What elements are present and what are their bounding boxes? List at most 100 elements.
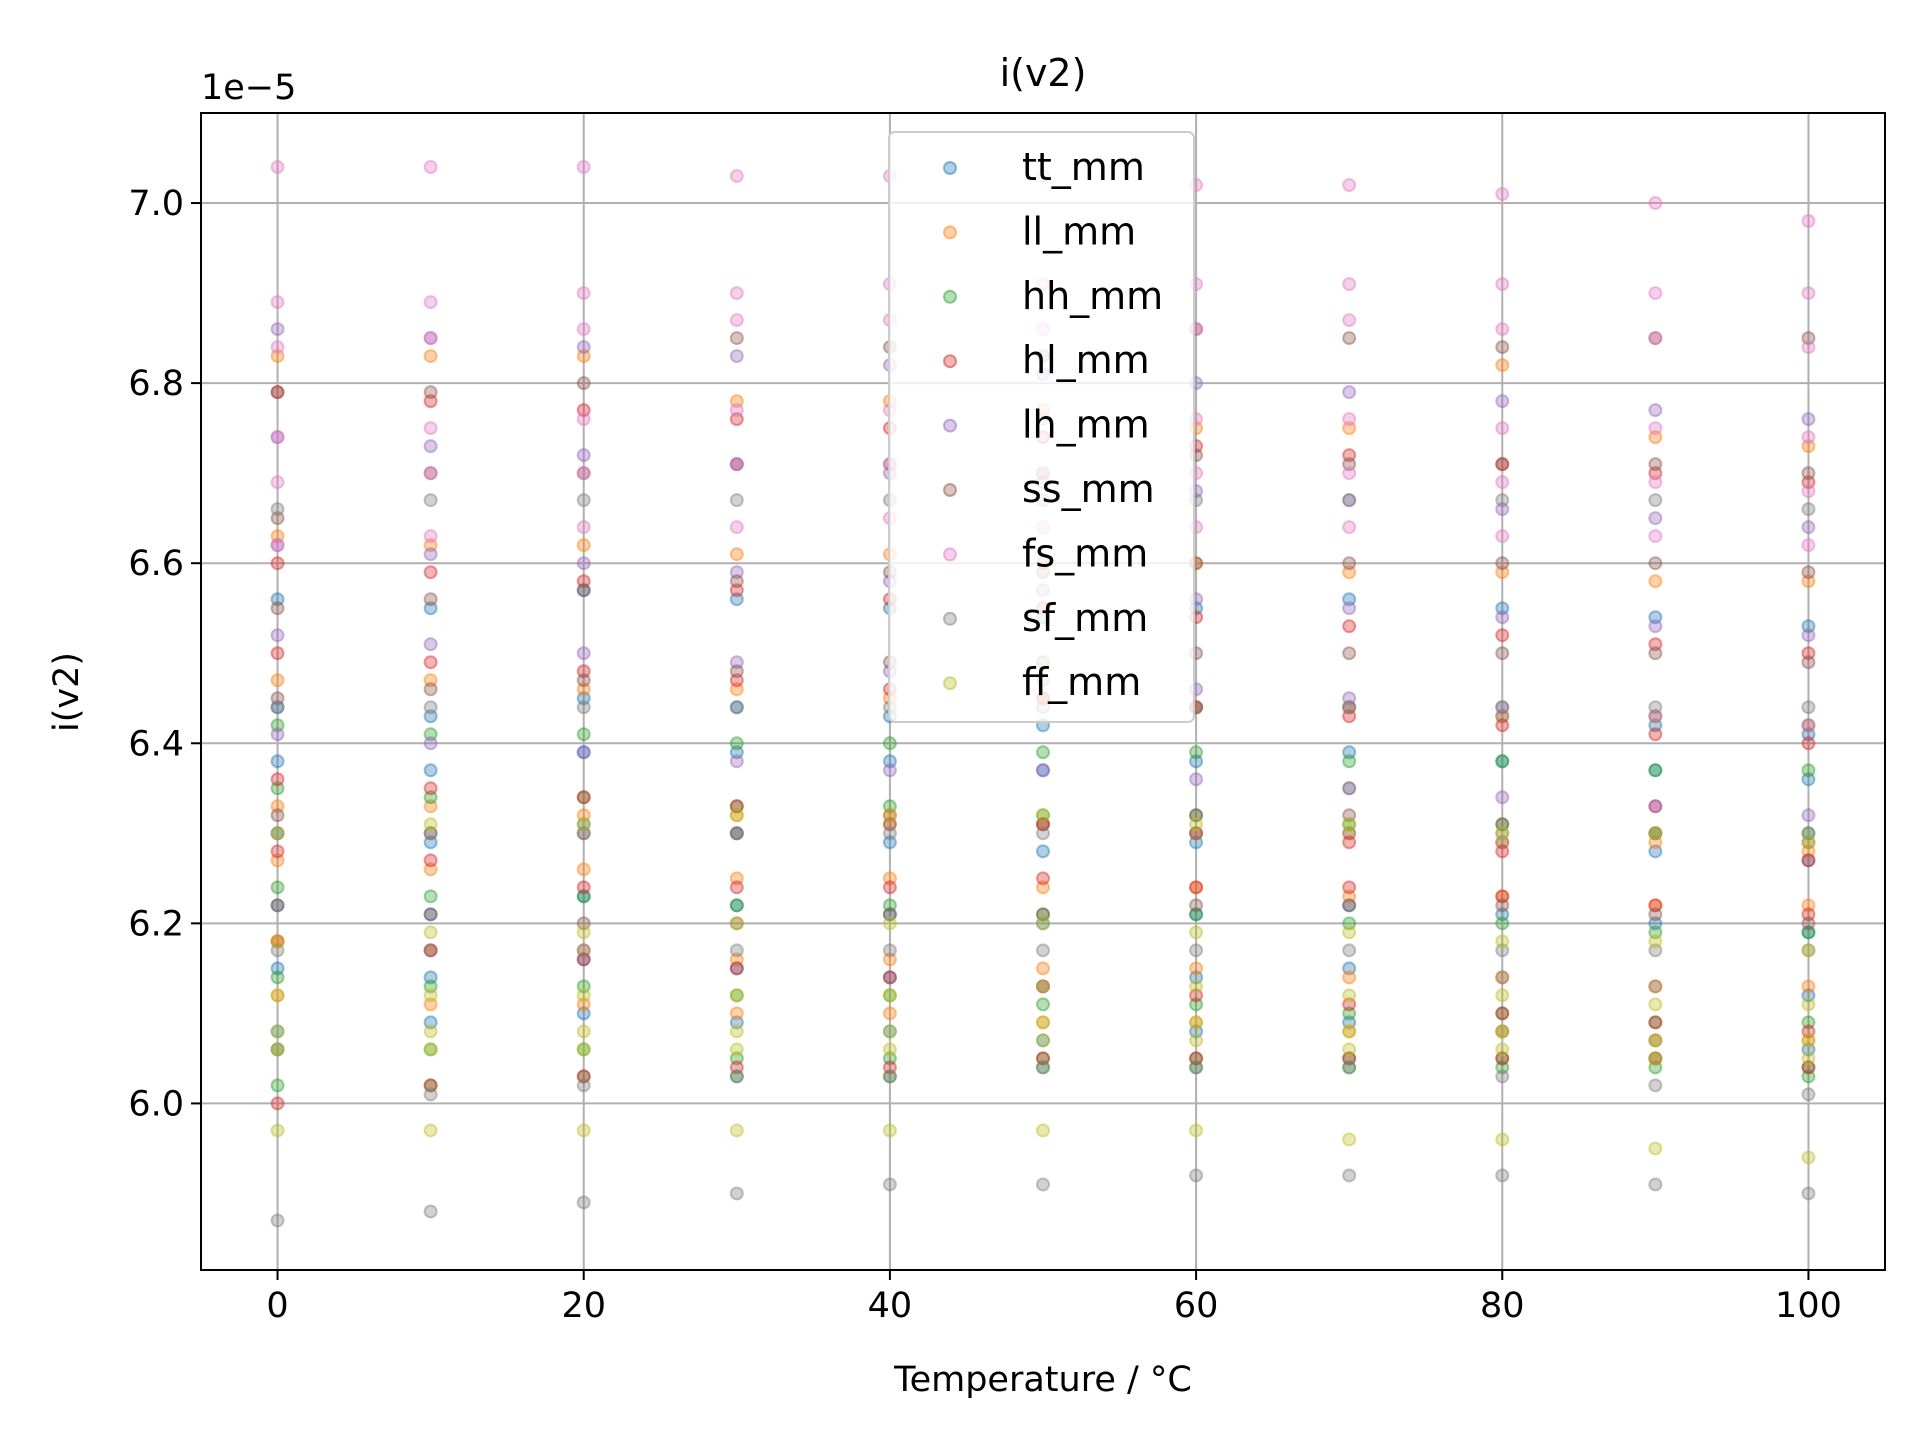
data-point [576, 889, 591, 904]
data-point [576, 925, 591, 940]
data-point [1189, 826, 1204, 841]
data-point [1495, 628, 1510, 643]
data-point [1342, 1042, 1357, 1057]
data-point [1801, 943, 1816, 958]
data-point [423, 817, 438, 832]
data-point [1648, 511, 1663, 526]
data-point [576, 916, 591, 931]
data-point [1189, 1168, 1204, 1183]
data-point [882, 817, 897, 832]
data-point [1648, 916, 1663, 931]
data-point [270, 826, 285, 841]
data-point [1495, 1006, 1510, 1021]
data-point [729, 700, 744, 715]
data-point [576, 826, 591, 841]
data-point [1495, 700, 1510, 715]
data-point [729, 583, 744, 598]
data-point [1036, 763, 1050, 778]
y-tick-label: 6.6 [128, 544, 184, 584]
data-point [1495, 565, 1510, 580]
data-point [576, 727, 591, 742]
data-point [270, 340, 285, 355]
data-point [1036, 943, 1050, 958]
data-point [1495, 826, 1510, 841]
data-point [729, 457, 744, 472]
data-point [882, 835, 897, 850]
data-point [576, 376, 591, 391]
data-point [1801, 520, 1816, 535]
data-point [1036, 808, 1050, 823]
legend-marker [943, 354, 957, 369]
data-point [423, 295, 438, 310]
data-point [729, 700, 744, 715]
data-point [882, 799, 897, 814]
chart-title: i(v2) [1000, 51, 1087, 95]
legend-label: hh_mm [1022, 274, 1163, 318]
data-point [1036, 808, 1050, 823]
data-point [270, 700, 285, 715]
data-point [1648, 1015, 1663, 1030]
data-point [1648, 700, 1663, 715]
data-point [1189, 988, 1204, 1003]
data-point [576, 745, 591, 760]
data-point [729, 1069, 744, 1084]
data-point [729, 916, 744, 931]
data-point [882, 1042, 897, 1057]
data-point [423, 835, 438, 850]
data-point [729, 394, 744, 409]
data-point [729, 826, 744, 841]
data-point [1342, 826, 1357, 841]
series-tt-mm [270, 583, 1816, 1057]
data-point [423, 988, 438, 1003]
data-point [1495, 817, 1510, 832]
data-point [1495, 817, 1510, 832]
data-point [576, 790, 591, 805]
data-point [1036, 880, 1050, 895]
data-point [423, 160, 438, 175]
data-point [1342, 916, 1357, 931]
data-point [1495, 970, 1510, 985]
legend-marker [943, 418, 957, 433]
data-point [1342, 1024, 1357, 1039]
data-point [1801, 1051, 1816, 1066]
data-point [423, 466, 438, 481]
data-points [270, 160, 1816, 1228]
y-axis-label: i(v2) [47, 652, 87, 732]
data-point [270, 727, 285, 742]
legend-label: tt_mm [1022, 145, 1145, 189]
data-point [1801, 1060, 1816, 1075]
legend-marker [943, 289, 957, 304]
data-point [1189, 817, 1204, 832]
data-point [1342, 619, 1357, 634]
data-point [1342, 943, 1357, 958]
data-point [729, 574, 744, 589]
data-point [576, 583, 591, 598]
data-point [576, 286, 591, 301]
data-point [1801, 1186, 1816, 1201]
data-point [882, 988, 897, 1003]
legend: tt_mm ll_mm hh_mm hl_mm lh_mm ss_mm fs_mm sf_mm… [888, 131, 1195, 723]
data-point [576, 691, 591, 706]
data-point [270, 538, 285, 553]
data-point [1036, 907, 1050, 922]
data-point [1648, 826, 1663, 841]
data-point [1189, 772, 1204, 787]
data-point [1036, 1177, 1050, 1192]
data-point [423, 493, 438, 508]
data-point [882, 754, 897, 769]
data-point [576, 574, 591, 589]
data-point [576, 1195, 591, 1210]
data-point [1036, 979, 1050, 994]
data-point [423, 979, 438, 994]
data-point [270, 502, 285, 517]
data-point [882, 826, 897, 841]
data-point [1801, 997, 1816, 1012]
data-point [1342, 700, 1357, 715]
data-point [882, 907, 897, 922]
data-point [1648, 529, 1663, 544]
data-point [270, 295, 285, 310]
data-point [729, 457, 744, 472]
data-point [729, 916, 744, 931]
data-point [1801, 430, 1816, 445]
data-point [1801, 286, 1816, 301]
